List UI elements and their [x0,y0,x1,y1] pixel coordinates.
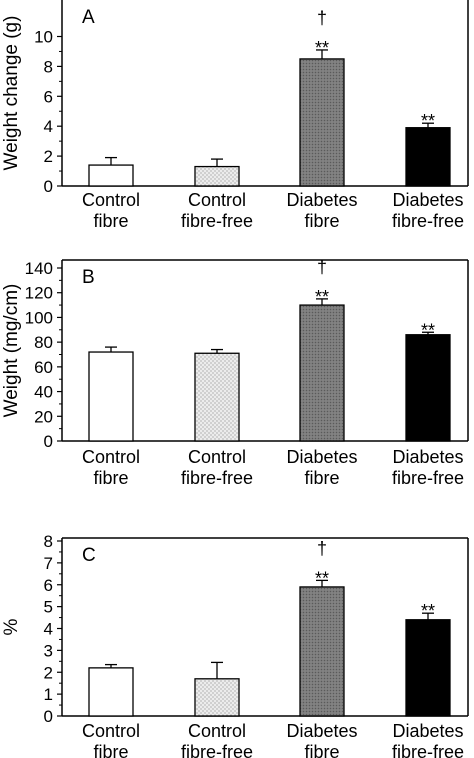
y-tick-label: 2 [44,147,53,166]
panel-letter: C [82,545,96,566]
y-axis-label: % [1,618,22,635]
y-tick-label: 0 [44,177,53,196]
y-tick-label: 7 [44,554,53,573]
bar-diabetes-fibre [299,58,345,187]
x-category-label: Control [188,447,246,467]
x-category-label: Diabetes [392,190,463,210]
bar-diabetes-fibre-free [405,127,451,187]
y-tick-label: 40 [34,383,53,402]
panel-letter: A [82,7,95,28]
x-category-label: Diabetes [286,447,357,467]
y-tick-label: 8 [44,532,53,551]
panel-c: 012345678%CControlfibreControlfibre-free… [1,532,469,758]
y-tick-label: 6 [44,87,53,106]
y-tick-label: 8 [44,57,53,76]
bar-diabetes-fibre-free [405,619,451,717]
y-tick-label: 120 [25,284,53,303]
x-category-label: Control [82,190,140,210]
significance-stars: ** [315,287,329,307]
y-axis-label: Weight (mg/cm) [1,284,22,418]
dagger-mark: † [317,538,327,558]
x-category-label: fibre [304,211,339,231]
y-tick-label: 100 [25,308,53,327]
panel-letter: B [82,267,95,288]
y-tick-label: 6 [44,576,53,595]
significance-stars: ** [421,601,435,621]
x-category-label: Control [82,721,140,741]
y-axis-label: Weight change (g) [1,16,22,171]
y-tick-label: 0 [44,432,53,451]
bar-control-fibre-free [194,678,240,717]
y-tick-label: 3 [44,641,53,660]
x-category-label: fibre-free [181,211,253,231]
y-tick-label: 5 [44,598,53,617]
dagger-mark: † [317,8,327,28]
significance-stars: ** [315,568,329,588]
bar-diabetes-fibre [299,586,345,717]
dagger-mark: † [317,257,327,277]
x-category-label: fibre-free [181,742,253,758]
bar-control-fibre [88,164,134,187]
y-tick-label: 80 [34,333,53,352]
y-tick-label: 2 [44,663,53,682]
x-category-label: Control [188,721,246,741]
x-category-label: Diabetes [286,190,357,210]
bar-diabetes-fibre-free [405,334,451,442]
y-tick-label: 10 [34,28,53,47]
y-tick-label: 4 [44,117,53,136]
y-tick-label: 4 [44,620,53,639]
y-tick-label: 20 [34,407,53,426]
x-category-label: fibre-free [392,742,464,758]
y-tick-label: 60 [34,358,53,377]
x-category-label: Diabetes [392,721,463,741]
bar-control-fibre [88,351,134,442]
significance-stars: ** [315,38,329,58]
y-tick-label: 1 [44,685,53,704]
bar-control-fibre-free [194,165,240,187]
x-category-label: fibre [304,742,339,758]
x-category-label: fibre [93,742,128,758]
x-category-label: fibre-free [392,211,464,231]
significance-stars: ** [421,111,435,131]
bar-diabetes-fibre [299,304,345,442]
x-category-label: Control [188,190,246,210]
y-tick-label: 140 [25,259,53,278]
bar-control-fibre-free [194,352,240,442]
x-category-label: fibre [93,468,128,488]
x-category-label: fibre [93,211,128,231]
x-category-label: Diabetes [392,447,463,467]
significance-stars: ** [421,320,435,340]
x-category-label: fibre-free [392,468,464,488]
x-category-label: fibre-free [181,468,253,488]
x-category-label: Control [82,447,140,467]
x-category-label: Diabetes [286,721,357,741]
x-category-label: fibre [304,468,339,488]
y-tick-label: 0 [44,707,53,726]
bar-control-fibre [88,667,134,717]
